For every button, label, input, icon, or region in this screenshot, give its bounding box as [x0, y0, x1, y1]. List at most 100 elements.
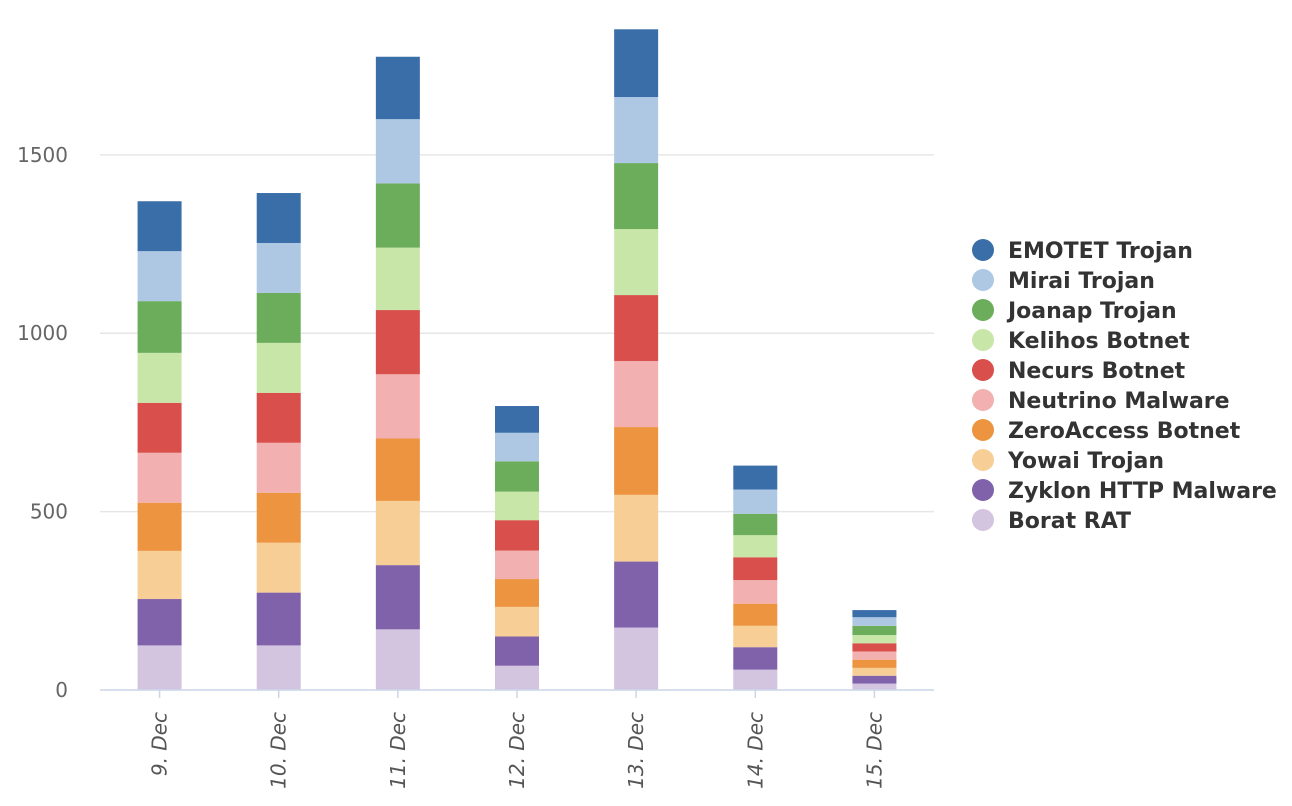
y-tick-label: 1000: [17, 321, 68, 345]
bar-segment: [137, 402, 182, 453]
x-tick-label: 12. Dec: [505, 712, 529, 789]
bar-segment: [733, 535, 778, 558]
bar-segment: [495, 491, 539, 521]
bar-segment: [852, 625, 897, 636]
bar-segment: [137, 599, 182, 646]
bar-segment: [256, 242, 301, 293]
bar-segment: [495, 520, 539, 551]
bar-segment: [375, 56, 420, 120]
bar-segment: [733, 603, 778, 626]
bar-segment: [495, 461, 539, 492]
legend-marker: [972, 269, 994, 291]
legend-marker: [972, 359, 994, 381]
legend-label[interactable]: Neutrino Malware: [1008, 389, 1230, 414]
bar-segment: [256, 193, 301, 243]
bar-segment: [137, 452, 182, 503]
legend-label[interactable]: ZeroAccess Botnet: [1008, 419, 1241, 444]
legend-label[interactable]: Zyklon HTTP Malware: [1008, 479, 1277, 504]
bar-segment: [614, 627, 659, 690]
bar-segment: [733, 557, 778, 581]
bar-segment: [375, 247, 420, 311]
y-tick-label: 1500: [17, 143, 68, 167]
legend-marker: [972, 389, 994, 411]
bar-segment: [852, 675, 897, 684]
bar-segment: [375, 565, 420, 630]
bar-segment: [614, 494, 659, 562]
bar-segment: [852, 651, 897, 660]
bar-segment: [256, 392, 301, 443]
x-tick-label: 13. Dec: [624, 712, 648, 789]
legend-label[interactable]: Joanap Trojan: [1006, 299, 1177, 324]
bar-segment: [733, 513, 778, 536]
bar-segment: [733, 669, 778, 690]
bar-segment: [256, 645, 301, 690]
bar-segment: [256, 292, 301, 343]
bar-segment: [375, 119, 420, 184]
bar-segment: [614, 229, 659, 296]
legend-label[interactable]: EMOTET Trojan: [1008, 239, 1193, 264]
bar-segment: [137, 301, 182, 353]
bar-segment: [495, 665, 539, 690]
bar-segment: [137, 550, 182, 600]
y-tick-label: 0: [55, 678, 68, 702]
legend-label[interactable]: Necurs Botnet: [1008, 359, 1186, 384]
bar-segment: [614, 97, 659, 164]
bar-segment: [375, 629, 420, 690]
legend-marker: [972, 509, 994, 531]
x-tick-label: 11. Dec: [386, 712, 410, 789]
bar-segment: [495, 550, 539, 580]
bar-segment: [256, 442, 301, 493]
bar-segment: [852, 667, 897, 676]
bar-segment: [614, 361, 659, 428]
bar-segment: [256, 342, 301, 393]
bar-segment: [495, 579, 539, 607]
legend-marker: [972, 329, 994, 351]
bar-segment: [733, 625, 778, 648]
legend-label[interactable]: Mirai Trojan: [1008, 269, 1155, 294]
bar-segment: [733, 647, 778, 670]
bar-segment: [852, 617, 897, 626]
bar-segment: [256, 592, 301, 646]
x-axis-ticks: 9. Dec 10. Dec 11. Dec 12. Dec 13. Dec 14. De…: [148, 690, 886, 789]
bar-segment: [852, 659, 897, 668]
bar-segment: [375, 500, 420, 566]
bars: [137, 29, 897, 690]
bar-segment: [495, 606, 539, 637]
legend-marker: [972, 449, 994, 471]
bar-segment: [375, 438, 420, 501]
bar-segment: [375, 310, 420, 375]
bar-segment: [614, 427, 659, 495]
bar-segment: [375, 183, 420, 248]
bar-segment: [495, 636, 539, 666]
legend-label[interactable]: Yowai Trojan: [1007, 449, 1164, 474]
bar-segment: [733, 465, 778, 490]
bar-segment: [137, 251, 182, 302]
bar-segment: [852, 610, 897, 618]
bar-segment: [137, 502, 182, 551]
bar-segment: [614, 29, 659, 98]
bar-segment: [495, 432, 539, 462]
bar-segment: [137, 645, 182, 690]
bar-segment: [256, 542, 301, 593]
bar-segment: [137, 201, 182, 252]
legend-marker: [972, 419, 994, 441]
y-axis-ticks: 0 500 1000 1500: [17, 143, 68, 702]
legend: EMOTET Trojan Mirai Trojan Joanap Trojan Ke…: [972, 239, 1277, 534]
bar-segment: [614, 295, 659, 362]
bar-segment: [733, 580, 778, 604]
bar-segment: [614, 163, 659, 230]
bar-segment: [614, 561, 659, 628]
bar-segment: [733, 489, 778, 514]
bar-segment: [495, 406, 539, 433]
bar-segment: [137, 352, 182, 403]
x-tick-label: 10. Dec: [267, 712, 291, 789]
bar-segment: [852, 683, 897, 690]
x-tick-label: 9. Dec: [148, 712, 172, 776]
legend-label[interactable]: Borat RAT: [1008, 509, 1131, 534]
legend-marker: [972, 479, 994, 501]
bar-segment: [256, 492, 301, 543]
bar-segment: [852, 635, 897, 644]
legend-label[interactable]: Kelihos Botnet: [1008, 329, 1190, 354]
x-tick-label: 15. Dec: [862, 712, 886, 789]
